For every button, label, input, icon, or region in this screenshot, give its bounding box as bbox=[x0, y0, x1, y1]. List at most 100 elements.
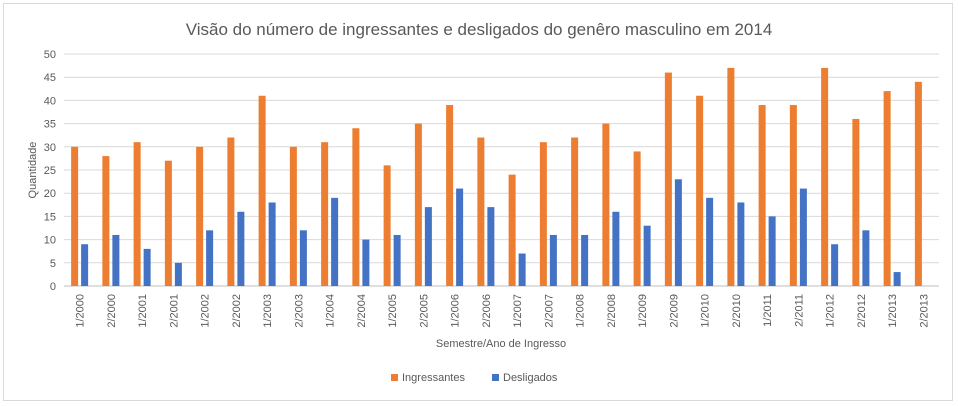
bar-ingressantes-1-2004 bbox=[321, 142, 329, 286]
bar-desligados-2-2012 bbox=[862, 230, 870, 286]
bar-ingressantes-2-2011 bbox=[789, 105, 797, 286]
gridlines bbox=[64, 53, 939, 287]
y-tick-label: 50 bbox=[44, 49, 56, 61]
x-tick-label: 1/2002 bbox=[200, 294, 212, 328]
legend-swatch-desligados bbox=[492, 374, 499, 381]
x-tick-label: 1/2009 bbox=[637, 294, 649, 328]
bar-desligados-1-2009 bbox=[643, 225, 651, 286]
bar-ingressantes-2-2007 bbox=[539, 142, 547, 286]
bar-ingressantes-2-2005 bbox=[414, 123, 422, 286]
x-tick-label: 1/2010 bbox=[700, 294, 712, 328]
bar-ingressantes-1-2011 bbox=[758, 105, 766, 286]
y-tick-label: 15 bbox=[44, 211, 56, 223]
chart-title: Visão do número de ingressantes e deslig… bbox=[186, 20, 773, 39]
bar-ingressantes-1-2002 bbox=[196, 146, 204, 286]
x-tick-label: 1/2000 bbox=[75, 294, 87, 328]
x-tick-label: 1/2001 bbox=[137, 294, 149, 328]
bar-desligados-2-2004 bbox=[362, 239, 370, 286]
bar-ingressantes-2-2001 bbox=[164, 160, 172, 286]
x-axis-label: Semestre/Ano de Ingresso bbox=[436, 338, 566, 350]
legend-label-ingressantes: Ingressantes bbox=[402, 372, 465, 384]
y-tick-label: 20 bbox=[44, 188, 56, 200]
bar-ingressantes-2-2006 bbox=[477, 137, 485, 286]
bar-ingressantes-1-2000 bbox=[71, 146, 79, 286]
bar-desligados-1-2000 bbox=[81, 244, 89, 286]
x-tick-label: 2/2009 bbox=[668, 294, 680, 328]
x-tick-label: 2/2010 bbox=[731, 294, 743, 328]
y-tick-label: 35 bbox=[44, 119, 56, 131]
bar-ingressantes-2-2004 bbox=[352, 128, 360, 286]
bar-ingressantes-2-2002 bbox=[227, 137, 235, 286]
bar-ingressantes-2-2000 bbox=[102, 156, 110, 286]
x-tick-label: 1/2006 bbox=[450, 294, 462, 328]
bar-desligados-1-2004 bbox=[331, 197, 339, 286]
bar-desligados-1-2011 bbox=[768, 216, 776, 286]
y-tick-label: 25 bbox=[44, 165, 56, 177]
bar-desligados-1-2005 bbox=[393, 234, 401, 286]
bar-ingressantes-1-2006 bbox=[446, 105, 454, 286]
x-tick-label: 1/2012 bbox=[825, 294, 837, 328]
bar-ingressantes-1-2008 bbox=[571, 137, 579, 286]
y-tick-label: 45 bbox=[44, 72, 56, 84]
x-tick-label: 2/2000 bbox=[106, 294, 118, 328]
bar-desligados-2-2000 bbox=[112, 234, 120, 286]
bar-desligados-2-2006 bbox=[487, 207, 495, 286]
bar-desligados-2-2001 bbox=[174, 262, 182, 286]
y-axis-label: Quantidade bbox=[27, 142, 39, 199]
bar-ingressantes-1-2005 bbox=[383, 165, 391, 286]
bars bbox=[71, 67, 922, 287]
x-tick-label: 1/2011 bbox=[762, 294, 774, 327]
bar-ingressantes-2-2008 bbox=[602, 123, 610, 286]
x-tick-label: 1/2013 bbox=[887, 294, 899, 328]
x-tick-label: 2/2002 bbox=[231, 294, 243, 328]
bar-ingressantes-1-2003 bbox=[258, 95, 266, 286]
bar-ingressantes-2-2003 bbox=[289, 146, 297, 286]
y-tick-label: 40 bbox=[44, 95, 56, 107]
x-tick-label: 2/2003 bbox=[293, 294, 305, 328]
bar-desligados-1-2013 bbox=[893, 272, 901, 286]
bar-desligados-1-2010 bbox=[706, 197, 714, 286]
x-tick-label: 2/2006 bbox=[481, 294, 493, 328]
bar-desligados-2-2011 bbox=[799, 188, 807, 286]
bar-ingressantes-1-2013 bbox=[883, 91, 891, 287]
bar-desligados-2-2005 bbox=[424, 207, 432, 286]
x-axis-ticks: 1/2000 2/2000 1/2001 2/2001 1/2002 2/2002 1/20… bbox=[75, 294, 931, 328]
y-tick-label: 30 bbox=[44, 142, 56, 154]
x-tick-label: 1/2007 bbox=[512, 294, 524, 328]
bar-ingressantes-1-2001 bbox=[133, 142, 141, 286]
bar-ingressantes-2-2010 bbox=[727, 67, 735, 286]
bar-desligados-1-2003 bbox=[268, 202, 276, 286]
legend-label-desligados: Desligados bbox=[503, 372, 558, 384]
x-tick-label: 2/2007 bbox=[543, 294, 555, 328]
bar-desligados-2-2008 bbox=[612, 211, 620, 286]
bar-desligados-1-2012 bbox=[831, 244, 839, 286]
bar-desligados-1-2008 bbox=[581, 234, 589, 286]
x-tick-label: 2/2012 bbox=[856, 294, 868, 328]
x-tick-label: 2/2005 bbox=[418, 294, 430, 328]
bar-ingressantes-2-2012 bbox=[852, 118, 860, 287]
bar-desligados-2-2009 bbox=[674, 179, 682, 286]
x-tick-label: 2/2013 bbox=[918, 294, 930, 328]
bar-ingressantes-1-2009 bbox=[633, 151, 641, 286]
x-tick-label: 2/2004 bbox=[356, 294, 368, 328]
bar-desligados-2-2010 bbox=[737, 202, 745, 286]
bar-ingressantes-1-2010 bbox=[696, 95, 704, 286]
bar-desligados-1-2002 bbox=[206, 230, 214, 286]
y-tick-label: 10 bbox=[44, 235, 56, 247]
bar-chart: Visão do número de ingressantes e deslig… bbox=[27, 20, 939, 384]
y-tick-label: 5 bbox=[50, 258, 56, 270]
legend-swatch-ingressantes bbox=[391, 374, 398, 381]
x-tick-label: 1/2004 bbox=[325, 294, 337, 328]
x-tick-label: 2/2001 bbox=[168, 294, 180, 328]
bar-ingressantes-1-2012 bbox=[821, 67, 829, 286]
bar-desligados-1-2006 bbox=[456, 188, 464, 286]
bar-desligados-2-2003 bbox=[299, 230, 307, 286]
bar-ingressantes-2-2009 bbox=[664, 72, 672, 286]
y-tick-label: 0 bbox=[50, 281, 56, 293]
x-tick-label: 1/2008 bbox=[575, 294, 587, 328]
bar-desligados-2-2007 bbox=[549, 234, 557, 286]
chart-frame: Visão do número de ingressantes e deslig… bbox=[3, 3, 953, 401]
x-tick-label: 2/2008 bbox=[606, 294, 618, 328]
x-tick-label: 2/2011 bbox=[793, 294, 805, 327]
bar-desligados-1-2007 bbox=[518, 253, 526, 286]
